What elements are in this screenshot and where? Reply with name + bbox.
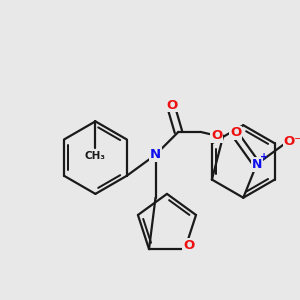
- Text: CH₃: CH₃: [85, 151, 106, 161]
- Text: O⁻: O⁻: [284, 135, 300, 148]
- Text: O: O: [230, 126, 241, 139]
- Text: +: +: [260, 152, 269, 162]
- Text: O: O: [166, 99, 177, 112]
- Text: N: N: [150, 148, 161, 161]
- Text: O: O: [211, 129, 222, 142]
- Text: N: N: [251, 158, 262, 171]
- Text: O: O: [183, 239, 194, 252]
